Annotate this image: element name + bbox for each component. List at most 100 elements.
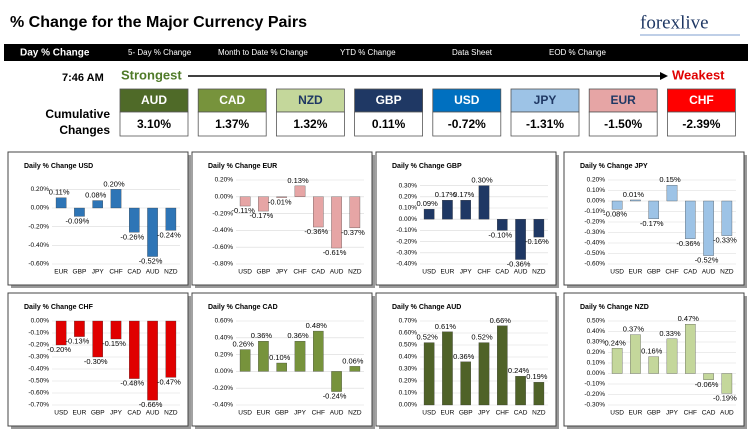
bar bbox=[239, 196, 251, 207]
value-label: 0.24% bbox=[508, 366, 530, 375]
value-label: 0.19% bbox=[526, 372, 548, 381]
value-label: -0.13% bbox=[66, 337, 90, 346]
currency-change: 0.11% bbox=[372, 117, 406, 131]
value-label: -0.01% bbox=[268, 198, 292, 207]
value-label: -0.11% bbox=[232, 206, 256, 215]
y-tick-label: -0.50% bbox=[584, 250, 605, 257]
y-tick-label: 0.00% bbox=[215, 194, 234, 201]
currency-change: -2.39% bbox=[682, 117, 720, 131]
bar bbox=[478, 185, 490, 220]
bar bbox=[721, 373, 733, 394]
y-tick-label: 0.50% bbox=[399, 342, 418, 349]
y-tick-label: 0.20% bbox=[399, 378, 418, 385]
y-tick-label: 0.10% bbox=[587, 360, 606, 367]
y-tick-label: -0.20% bbox=[396, 238, 417, 245]
bar bbox=[239, 349, 251, 372]
nav-item: Data Sheet bbox=[452, 48, 493, 57]
x-tick-label: AUD bbox=[702, 269, 716, 276]
bar bbox=[423, 342, 435, 406]
weakest-label: Weakest bbox=[672, 67, 725, 82]
time: 7:46 AM bbox=[62, 72, 104, 84]
value-label: 0.36% bbox=[453, 352, 475, 361]
value-label: 0.20% bbox=[103, 179, 125, 188]
value-label: -0.09% bbox=[66, 216, 90, 225]
y-tick-label: 0.50% bbox=[587, 318, 606, 325]
x-tick-label: USD bbox=[238, 269, 252, 276]
value-label: -0.52% bbox=[139, 257, 163, 266]
currency-change: -1.50% bbox=[604, 117, 642, 131]
value-label: -0.30% bbox=[84, 357, 108, 366]
x-tick-label: CHF bbox=[496, 410, 509, 417]
x-tick-label: NZD bbox=[720, 269, 734, 276]
value-label: 0.15% bbox=[659, 175, 681, 184]
y-tick-label: -0.20% bbox=[584, 219, 605, 226]
bar bbox=[349, 366, 361, 372]
y-tick-label: 0.00% bbox=[587, 198, 606, 205]
y-tick-label: 0.00% bbox=[399, 402, 418, 409]
change-box bbox=[275, 111, 345, 137]
value-label: 0.47% bbox=[678, 314, 700, 323]
y-tick-label: -0.50% bbox=[28, 378, 49, 385]
x-tick-label: CAD bbox=[683, 269, 697, 276]
value-label: 0.52% bbox=[417, 333, 439, 342]
y-tick-label: -0.60% bbox=[584, 261, 605, 268]
x-tick-label: NZD bbox=[348, 410, 362, 417]
x-tick-label: CHF bbox=[109, 269, 122, 276]
bar bbox=[442, 200, 453, 220]
bar bbox=[147, 207, 158, 257]
bar bbox=[110, 189, 122, 209]
x-tick-label: EUR bbox=[54, 269, 68, 276]
bar bbox=[313, 330, 324, 372]
chart-frame bbox=[7, 292, 189, 427]
bar bbox=[611, 200, 623, 210]
y-tick-label: 0.30% bbox=[587, 339, 606, 346]
logo: forexlive bbox=[640, 12, 709, 33]
currency-name: NZD bbox=[298, 93, 323, 107]
x-tick-label: NZD bbox=[164, 410, 178, 417]
x-tick-label: CAD bbox=[495, 269, 509, 276]
y-tick-label: -0.10% bbox=[584, 381, 605, 388]
bar bbox=[110, 320, 122, 340]
y-tick-label: -0.30% bbox=[28, 354, 49, 361]
value-label: -0.17% bbox=[250, 211, 274, 220]
value-label: -0.47% bbox=[157, 377, 181, 386]
x-tick-label: AUD bbox=[330, 410, 344, 417]
bar bbox=[258, 341, 269, 372]
bar bbox=[276, 196, 287, 198]
x-tick-label: CHF bbox=[293, 269, 306, 276]
x-tick-label: NZD bbox=[164, 269, 178, 276]
bar bbox=[165, 207, 177, 231]
value-label: 0.11% bbox=[49, 188, 70, 197]
currency-name: AUD bbox=[141, 93, 167, 107]
change-box bbox=[119, 111, 189, 137]
y-tick-label: -0.10% bbox=[584, 208, 605, 215]
y-tick-label: -0.30% bbox=[584, 229, 605, 236]
bar bbox=[331, 196, 342, 249]
value-label: 0.36% bbox=[251, 331, 273, 340]
y-tick-label: -0.20% bbox=[28, 223, 49, 230]
bar bbox=[685, 200, 696, 239]
x-tick-label: USD bbox=[238, 410, 252, 417]
value-label: 0.26% bbox=[233, 340, 255, 349]
x-tick-label: JPY bbox=[276, 269, 289, 276]
x-tick-label: USD bbox=[422, 410, 436, 417]
currency-change: 3.10% bbox=[137, 117, 171, 131]
value-label: -0.19% bbox=[713, 393, 737, 402]
change-box bbox=[354, 111, 424, 137]
value-label: 0.09% bbox=[417, 199, 439, 208]
y-tick-label: -0.30% bbox=[584, 402, 605, 409]
bar bbox=[147, 320, 158, 401]
currency-name: GBP bbox=[376, 93, 402, 107]
x-tick-label: USD bbox=[610, 410, 624, 417]
x-tick-label: NZD bbox=[532, 269, 546, 276]
x-tick-label: CAD bbox=[311, 269, 325, 276]
bar bbox=[442, 331, 453, 406]
x-tick-label: GBP bbox=[647, 269, 661, 276]
y-tick-label: 0.00% bbox=[31, 205, 50, 212]
y-tick-label: 0.20% bbox=[587, 177, 606, 184]
x-tick-label: AUD bbox=[514, 269, 528, 276]
bar bbox=[276, 362, 287, 372]
y-tick-label: -0.10% bbox=[396, 227, 417, 234]
x-tick-label: GBP bbox=[275, 410, 289, 417]
x-tick-label: EUR bbox=[629, 269, 643, 276]
